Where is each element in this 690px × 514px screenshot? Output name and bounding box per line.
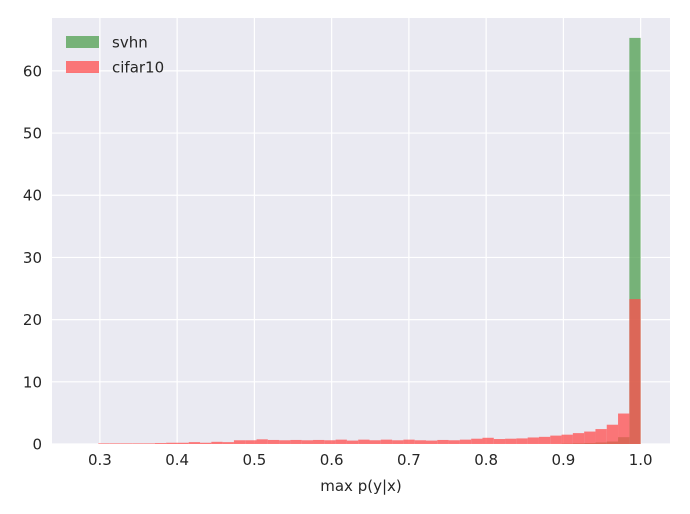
cifar10-bar	[459, 439, 472, 444]
cifar10-bar	[313, 439, 325, 444]
x-tick-label: 0.6	[320, 451, 344, 469]
legend-swatch	[66, 36, 99, 48]
cifar10-bar	[200, 442, 212, 444]
plot-area	[52, 18, 670, 444]
cifar10-bar	[301, 440, 314, 444]
x-tick-label: 0.7	[397, 451, 421, 469]
y-tick-label: 40	[23, 187, 42, 205]
legend-item-cifar10: cifar10	[66, 59, 164, 77]
cifar10-bar	[516, 438, 528, 444]
x-tick-label: 0.5	[242, 451, 266, 469]
cifar10-bar	[166, 442, 178, 444]
cifar10-bar	[132, 443, 144, 444]
cifar10-bar	[505, 438, 517, 444]
cifar10-bar	[279, 440, 291, 444]
cifar10-bar	[290, 439, 302, 444]
x-tick-label: 0.8	[474, 451, 498, 469]
bars	[98, 37, 641, 445]
cifar10-bar	[211, 441, 223, 444]
x-tick-label: 1.0	[629, 451, 653, 469]
legend: svhn cifar10	[66, 34, 164, 77]
x-tick-label: 0.4	[165, 451, 189, 469]
cifar10-bar	[143, 443, 155, 444]
y-tick-label: 10	[23, 373, 42, 391]
cifar10-bar	[538, 436, 551, 444]
cifar10-bar	[437, 439, 449, 444]
svhn-bar	[629, 37, 641, 445]
y-axis-ticks: 0 10 20 30 40 50 60	[23, 62, 42, 453]
cifar10-bar	[109, 443, 121, 444]
series-cifar10	[98, 299, 641, 444]
cifar10-bar	[482, 437, 494, 444]
cifar10-bar	[98, 443, 110, 444]
cifar10-bar	[392, 440, 404, 444]
cifar10-bar	[177, 442, 189, 444]
cifar10-bar	[245, 440, 257, 444]
y-tick-label: 50	[23, 125, 42, 143]
y-tick-label: 30	[23, 249, 42, 267]
cifar10-bar	[120, 443, 133, 444]
cifar10-bar	[527, 437, 539, 444]
y-tick-label: 20	[23, 311, 42, 329]
cifar10-bar	[188, 442, 201, 444]
cifar10-bar	[550, 435, 562, 444]
legend-item-svhn: svhn	[66, 34, 148, 52]
cifar10-bar	[471, 438, 483, 444]
cifar10-bar	[595, 429, 607, 444]
cifar10-bar	[572, 433, 585, 444]
cifar10-bar	[233, 440, 246, 444]
cifar10-bar	[154, 443, 167, 444]
cifar10-bar	[335, 439, 347, 444]
cifar10-bar	[346, 440, 359, 444]
cifar10-bar	[380, 439, 393, 444]
legend-swatch	[66, 61, 99, 73]
cifar10-bar	[222, 442, 234, 444]
cifar10-bar	[414, 440, 426, 444]
cifar10-bar	[448, 440, 460, 444]
y-tick-label: 60	[23, 62, 42, 80]
cifar10-bar	[358, 439, 370, 444]
grid	[52, 18, 670, 445]
x-axis-label: max p(y|x)	[320, 477, 401, 495]
cifar10-bar	[324, 440, 336, 444]
legend-label: svhn	[112, 34, 148, 52]
cifar10-bar	[425, 440, 438, 444]
cifar10-bar	[606, 424, 619, 444]
cifar10-bar	[267, 439, 280, 444]
cifar10-bar	[618, 413, 630, 444]
cifar10-bar	[584, 431, 596, 444]
cifar10-bar	[629, 299, 641, 444]
cifar10-bar	[369, 440, 381, 444]
cifar10-bar	[561, 434, 573, 444]
y-tick-label: 0	[32, 436, 42, 454]
x-tick-label: 0.9	[551, 451, 575, 469]
cifar10-bar	[403, 439, 415, 444]
legend-label: cifar10	[112, 59, 164, 77]
x-tick-label: 0.3	[88, 451, 112, 469]
cifar10-bar	[256, 439, 268, 444]
x-axis-ticks: 0.3 0.4 0.5 0.6 0.7 0.8 0.9 1.0	[88, 451, 653, 469]
cifar10-bar	[493, 439, 506, 444]
